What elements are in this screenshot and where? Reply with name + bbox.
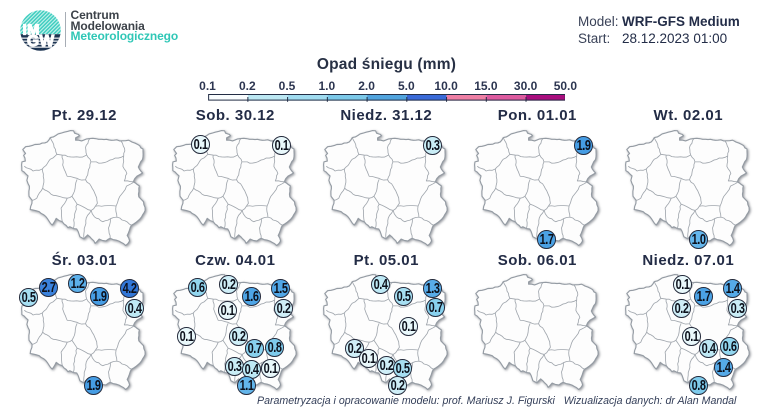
svg-text:IM: IM bbox=[22, 22, 39, 38]
svg-text:GW: GW bbox=[27, 32, 55, 49]
